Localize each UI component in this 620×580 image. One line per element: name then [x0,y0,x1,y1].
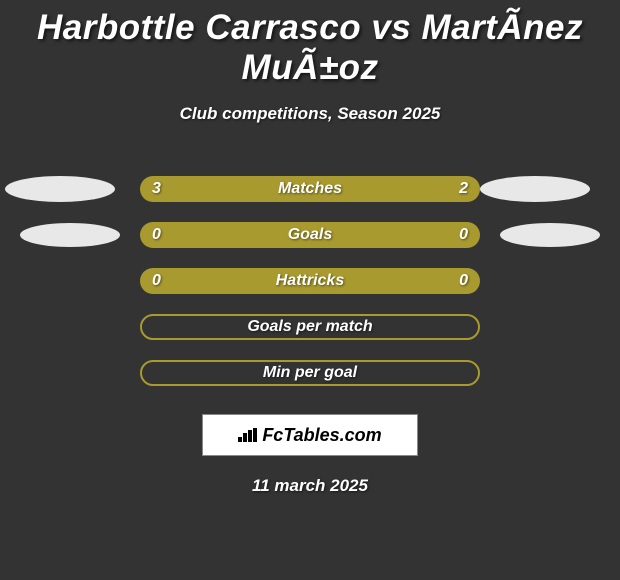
stat-label: Min per goal [263,364,357,382]
stat-bar: 0 Hattricks 0 [140,268,480,294]
stat-row-goals: 0 Goals 0 [0,212,620,258]
subtitle: Club competitions, Season 2025 [0,104,620,124]
stat-row-hattricks: 0 Hattricks 0 [0,258,620,304]
stat-label: Goals per match [247,318,372,336]
stat-left-value: 0 [152,226,161,244]
stat-left-value: 0 [152,272,161,290]
bars-icon [238,428,258,442]
stat-left-value: 3 [152,180,161,198]
stat-bar: 3 Matches 2 [140,176,480,202]
stat-bar: Min per goal [140,360,480,386]
left-ellipse [5,176,115,202]
logo-text: FcTables.com [238,425,381,446]
right-ellipse [480,176,590,202]
stat-label: Goals [288,226,332,244]
comparison-card: Harbottle Carrasco vs MartÃ­nez MuÃ±oz C… [0,0,620,496]
left-ellipse [20,223,120,247]
stat-label: Hattricks [276,272,344,290]
stat-bar: Goals per match [140,314,480,340]
stats-area: 3 Matches 2 0 Goals 0 0 Hattricks 0 [0,166,620,396]
right-ellipse [500,223,600,247]
stat-right-value: 2 [459,180,468,198]
stat-row-goals-per-match: Goals per match [0,304,620,350]
stat-bar: 0 Goals 0 [140,222,480,248]
stat-row-min-per-goal: Min per goal [0,350,620,396]
page-title: Harbottle Carrasco vs MartÃ­nez MuÃ±oz [0,0,620,88]
date-text: 11 march 2025 [0,476,620,496]
stat-right-value: 0 [459,272,468,290]
logo-label: FcTables.com [262,425,381,446]
logo-box[interactable]: FcTables.com [202,414,418,456]
stat-right-value: 0 [459,226,468,244]
stat-label: Matches [278,180,342,198]
stat-row-matches: 3 Matches 2 [0,166,620,212]
